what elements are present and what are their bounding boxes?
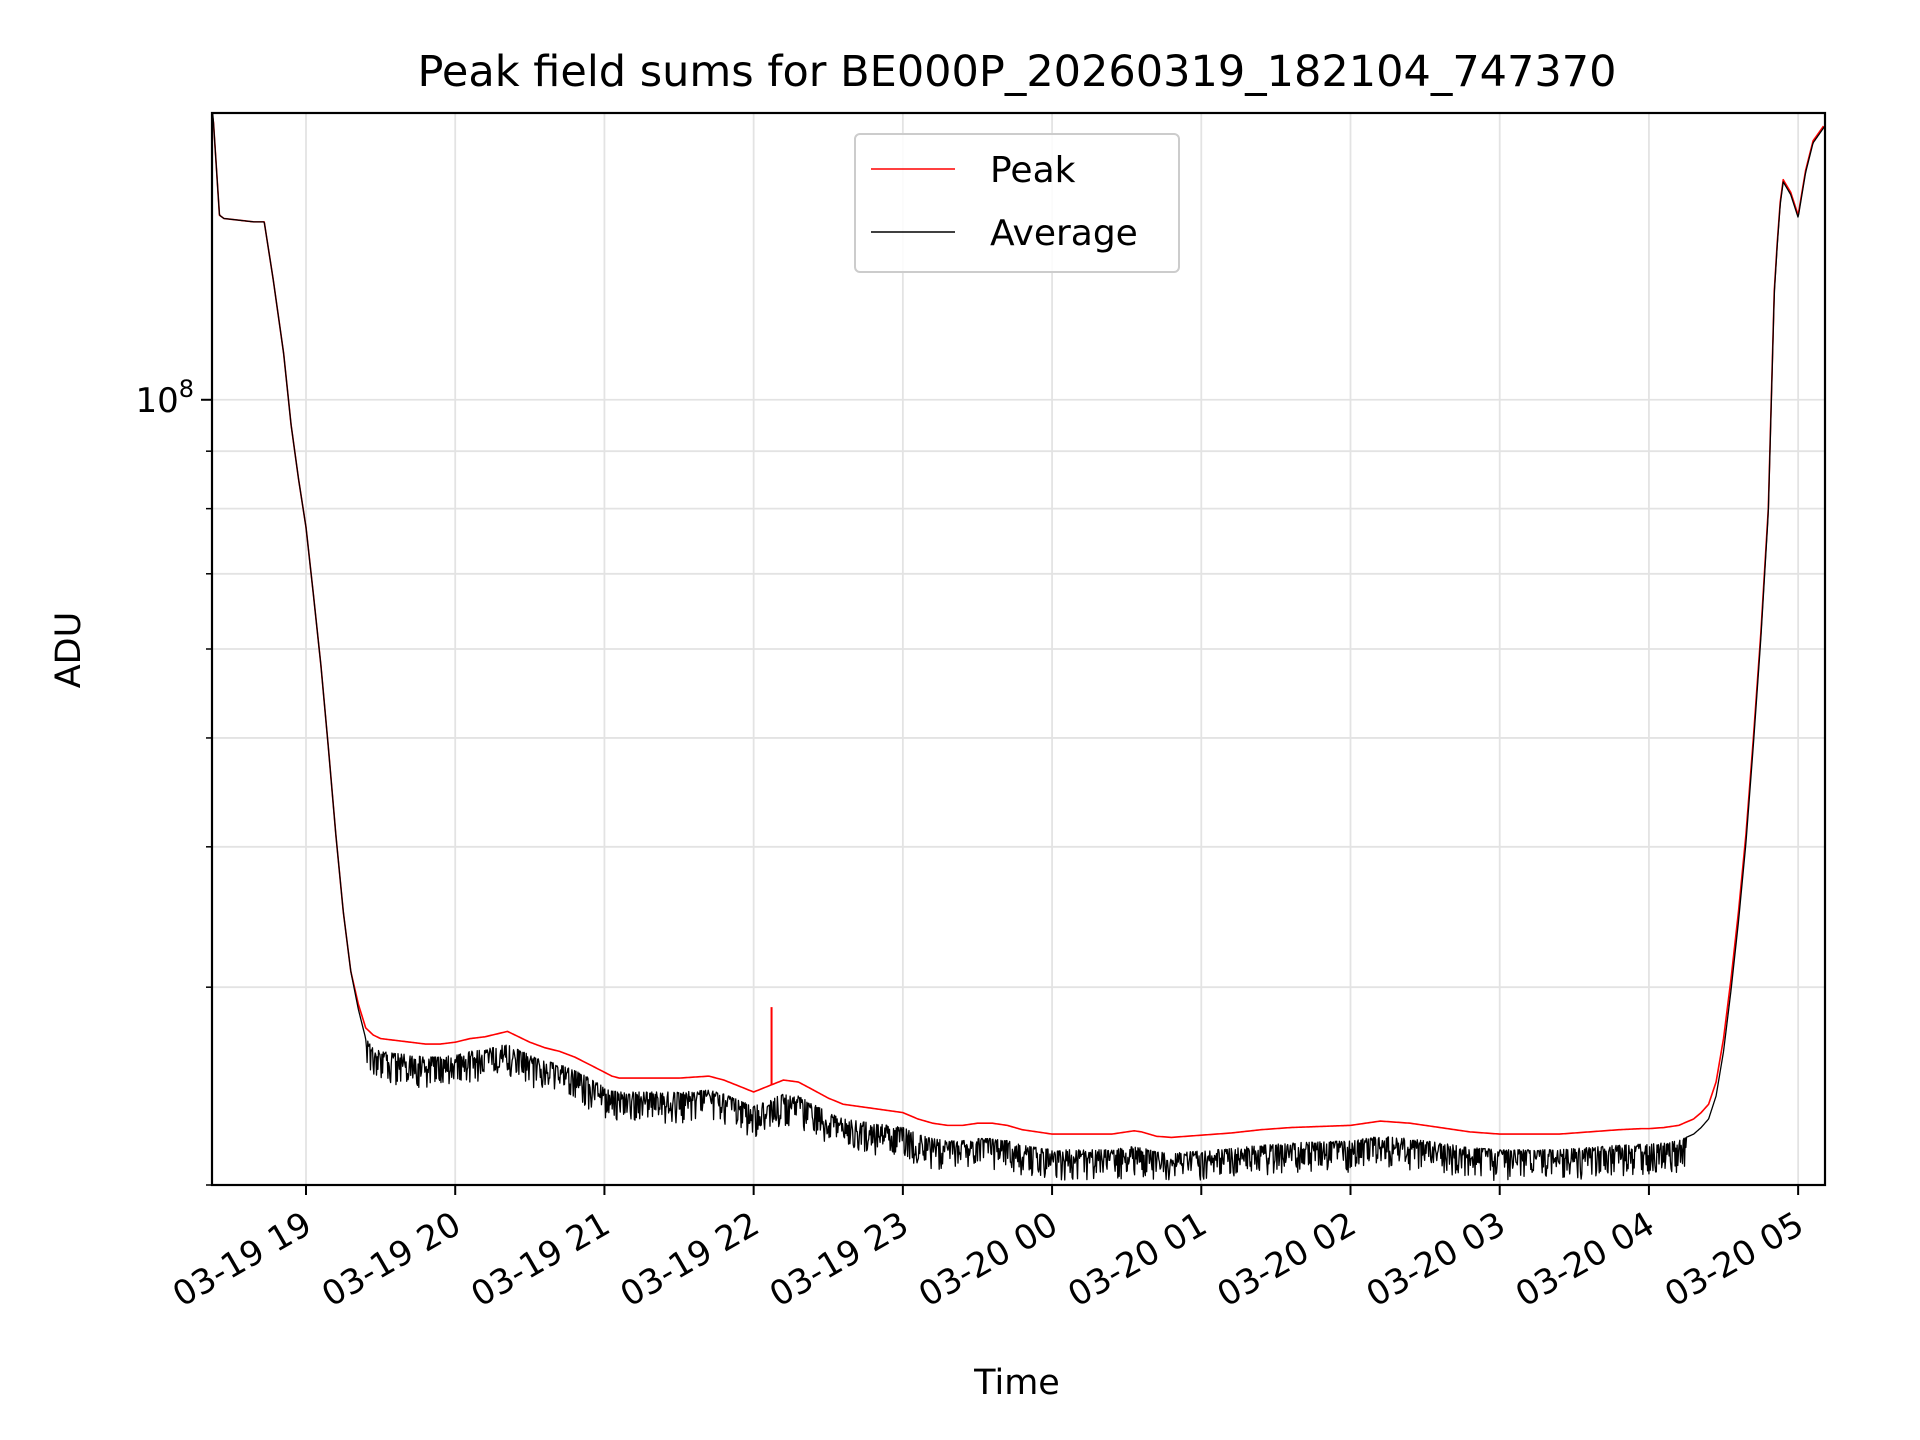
x-tick-label: 03-19 22 [614, 1204, 766, 1315]
legend-peak-label: Peak [990, 150, 1076, 191]
series-average-line [212, 112, 1826, 1182]
series-peak-line [211, 112, 1825, 1139]
legend-average-label: Average [990, 213, 1138, 254]
x-tick-label: 03-19 19 [166, 1204, 318, 1315]
x-tick-label: 03-20 01 [1061, 1204, 1213, 1315]
x-tick-label: 03-20 02 [1211, 1204, 1363, 1315]
grid-layer [212, 113, 1825, 1186]
y-axis-label: ADU [49, 612, 89, 689]
x-tick-label: 03-19 20 [315, 1204, 467, 1315]
x-tick-label: 03-20 03 [1360, 1204, 1512, 1315]
chart-title: Peak field sums for BE000P_20260319_1821… [418, 47, 1617, 97]
series-layer [211, 112, 1826, 1182]
x-tick-label: 03-19 23 [763, 1204, 915, 1315]
x-axis-label: Time [973, 1363, 1060, 1403]
y-tick-label: 108 [135, 375, 194, 421]
x-tick-label: 03-19 21 [465, 1204, 617, 1315]
x-tick-label: 03-20 05 [1658, 1204, 1810, 1315]
x-tick-label: 03-20 00 [912, 1204, 1064, 1315]
x-tick-label: 03-20 04 [1509, 1204, 1661, 1315]
legend: Peak Average [854, 133, 1180, 273]
